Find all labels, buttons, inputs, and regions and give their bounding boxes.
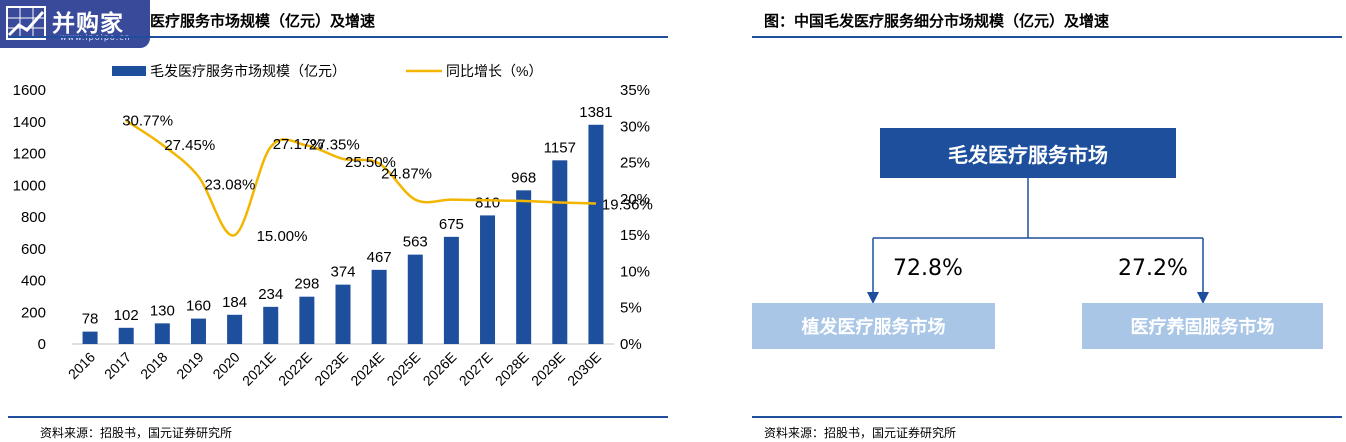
- y-left-tick-label: 1000: [13, 177, 46, 194]
- y-right-tick-label: 35%: [620, 82, 650, 99]
- bar-value-label: 78: [82, 311, 99, 328]
- logo-chart-icon: [6, 6, 46, 40]
- y-left-tick-label: 200: [21, 304, 46, 321]
- growth-value-label: 24.87%: [381, 166, 432, 183]
- bar-value-label: 160: [186, 298, 211, 315]
- y-left-tick-label: 1400: [13, 114, 46, 131]
- bar: [118, 327, 134, 344]
- right-child-box: 医疗养固服务市场: [1082, 303, 1323, 349]
- growth-value-label: 19.36%: [602, 197, 653, 214]
- y-right-tick-label: 20%: [620, 191, 650, 208]
- bar-value-label: 1157: [544, 139, 576, 156]
- bar-value-label: 130: [150, 302, 175, 319]
- bar-value-label: 467: [367, 249, 392, 266]
- growth-value-label: 27.17%: [273, 136, 324, 153]
- y-right-tick-label: 25%: [620, 155, 650, 172]
- right-bottom-rule: [752, 416, 1342, 418]
- y-left-tick-label: 0: [38, 336, 46, 353]
- left-share-label: 72.8%: [893, 256, 963, 281]
- left-bottom-rule: [8, 416, 668, 418]
- left-top-rule: [8, 36, 668, 38]
- bar-value-label: 298: [294, 276, 319, 293]
- growth-value-label: 27.45%: [164, 137, 215, 154]
- right-source-note: 资料来源：招股书，国元证券研究所: [764, 426, 957, 440]
- bar: [516, 190, 532, 344]
- bar-value-label: 374: [330, 264, 355, 281]
- bar-value-label: 1381: [579, 104, 612, 121]
- right-panel-title: 图：中国毛发医疗服务细分市场规模（亿元）及增速: [764, 12, 1110, 30]
- bar: [154, 323, 170, 344]
- y-left-tick-label: 1600: [13, 82, 46, 99]
- left-source-note: 资料来源：招股书，国元证券研究所: [40, 426, 233, 440]
- y-right-tick-label: 5%: [620, 300, 642, 317]
- y-left-tick-label: 400: [21, 273, 46, 290]
- growth-value-label: 30.77%: [122, 113, 173, 130]
- bar-value-label: 563: [403, 234, 428, 251]
- bar-value-label: 234: [258, 286, 283, 303]
- y-left-tick-label: 800: [21, 209, 46, 226]
- logo-name: 并购家: [52, 11, 124, 37]
- legend-bar-label: 毛发医疗服务市场规模（亿元）: [150, 63, 346, 79]
- growth-line: [125, 119, 596, 237]
- growth-value-label: 15.00%: [257, 228, 308, 245]
- bar: [335, 284, 351, 344]
- bar: [299, 296, 315, 344]
- y-right-tick-label: 0%: [620, 336, 642, 353]
- bar: [82, 331, 98, 344]
- legend-bar-swatch: [112, 66, 146, 76]
- right-share-label: 27.2%: [1118, 256, 1188, 281]
- left-panel-title: 医疗服务市场规模（亿元）及增速: [150, 12, 376, 30]
- right-top-rule: [752, 36, 1342, 38]
- bar-value-label: 102: [114, 307, 139, 324]
- bar: [552, 160, 568, 344]
- bar-value-label: 968: [511, 169, 536, 186]
- y-right-tick-label: 15%: [620, 227, 650, 244]
- bar-value-label: 810: [475, 194, 500, 211]
- bar: [371, 269, 387, 344]
- legend-line-label: 同比增长（%）: [446, 63, 542, 79]
- growth-value-label: 23.08%: [204, 177, 255, 194]
- bar: [263, 306, 279, 344]
- bar-value-label: 675: [439, 216, 464, 233]
- bar: [588, 124, 604, 344]
- bar: [190, 318, 206, 344]
- bar: [407, 254, 423, 344]
- y-right-tick-label: 30%: [620, 118, 650, 135]
- growth-value-label: 25.50%: [345, 154, 396, 171]
- bar-value-label: 184: [222, 294, 247, 311]
- left-child-box: 植发医疗服务市场: [752, 303, 995, 349]
- y-left-tick-label: 1200: [13, 146, 46, 163]
- bar: [480, 215, 496, 344]
- y-left-tick-label: 600: [21, 241, 46, 258]
- root-node-box: 毛发医疗服务市场: [880, 128, 1176, 178]
- growth-value-label: 27.35%: [309, 137, 360, 154]
- y-right-tick-label: 10%: [620, 263, 650, 280]
- bar: [227, 314, 243, 344]
- market-size-chart: 0 200 400 600 800 1000 1200 1400 1600 0% 5% 10% 15% 2…: [13, 63, 653, 389]
- bar: [443, 236, 459, 344]
